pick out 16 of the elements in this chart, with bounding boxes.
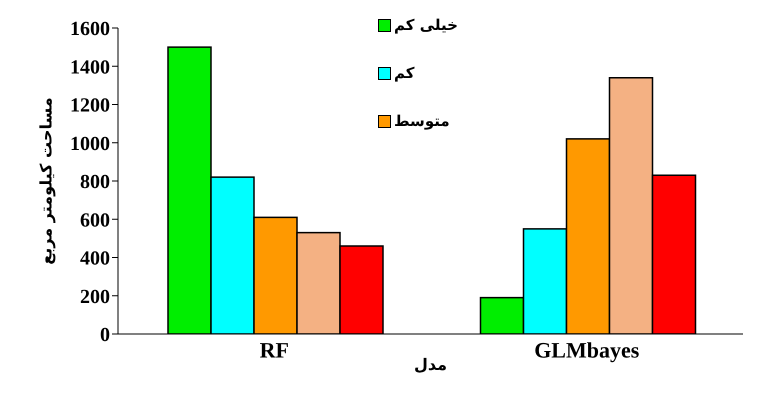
y-tick-label: 1000 (70, 132, 110, 155)
x-tick-label: GLMbayes (534, 338, 640, 363)
y-tick-label: 400 (80, 248, 110, 270)
y-tick-label: 0 (100, 324, 110, 346)
y-tick-label: 600 (80, 209, 110, 232)
x-tick-label: RF (260, 338, 289, 363)
y-tick-label: 1400 (70, 56, 110, 78)
legend-label: متوسط (394, 112, 450, 130)
y-tick-label: 1200 (70, 94, 110, 117)
y-axis-title: مساحت کیلومتر مربع (36, 97, 56, 265)
y-tick-label: 800 (80, 171, 110, 194)
legend-label: کم (394, 64, 414, 82)
legend-label: خیلی کم (394, 16, 458, 34)
y-tick-label: 200 (80, 286, 110, 308)
y-tick-label: 1600 (70, 18, 110, 40)
x-axis-title: مدل (414, 355, 448, 374)
